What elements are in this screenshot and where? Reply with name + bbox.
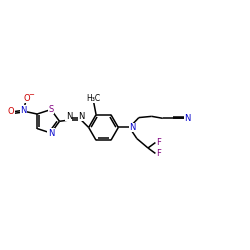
Text: F: F <box>156 138 161 147</box>
Text: N: N <box>20 106 27 115</box>
Text: N: N <box>78 112 84 120</box>
Text: H₃C: H₃C <box>86 94 101 102</box>
Text: N: N <box>129 123 136 132</box>
Text: N: N <box>184 114 190 123</box>
Text: N: N <box>66 112 72 120</box>
Text: F: F <box>156 149 161 158</box>
Text: S: S <box>48 105 54 114</box>
Text: O: O <box>24 94 30 103</box>
Text: O: O <box>8 107 14 116</box>
Text: N: N <box>48 128 54 138</box>
Text: −: − <box>28 92 34 98</box>
